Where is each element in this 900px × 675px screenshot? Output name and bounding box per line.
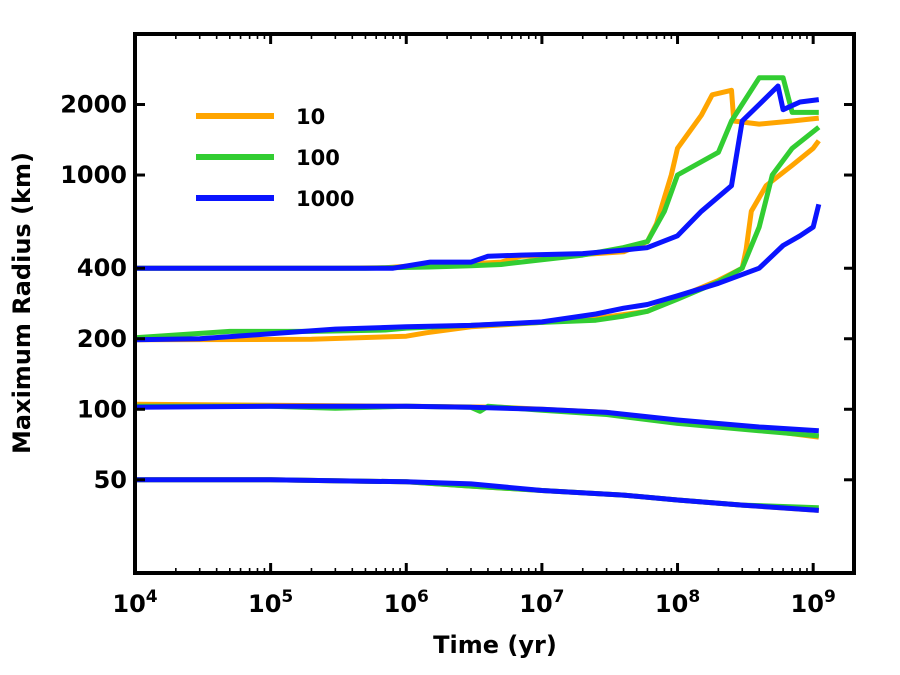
plot-frame [133,32,856,575]
x-tick-label: 108 [655,587,700,618]
series-10-curve-3 [134,139,821,343]
series-layer [134,75,822,513]
tick-labels: 104 105 106 107 108 109 50 100 200 400 1000 2000 [60,91,836,618]
x-tick-label: 104 [112,587,157,618]
x-tick-label: 105 [248,587,293,618]
legend: 10 100 1000 [196,105,354,211]
x-axis-title: Time (yr) [433,631,557,659]
y-tick-label: 50 [94,466,127,494]
y-tick-label: 200 [77,325,127,353]
y-tick-label: 400 [77,254,127,282]
x-tick-label: 106 [384,587,429,618]
y-axis-title: Maximum Radius (km) [8,152,36,454]
legend-label-100: 100 [296,146,340,170]
y-tick-label: 1000 [60,161,127,189]
y-tick-label: 100 [77,395,127,423]
x-tick-label: 107 [519,587,564,618]
series-1000-curve-1 [135,477,819,513]
legend-label-1000: 1000 [296,187,354,211]
series-1000-curve-4 [135,83,820,271]
series-1000-curve-3 [134,203,822,343]
series-1000-curve-2 [134,403,819,434]
legend-label-10: 10 [296,105,325,129]
x-tick-label: 109 [791,587,836,618]
series-100-curve-4 [135,75,819,271]
y-tick-label: 2000 [60,91,127,119]
